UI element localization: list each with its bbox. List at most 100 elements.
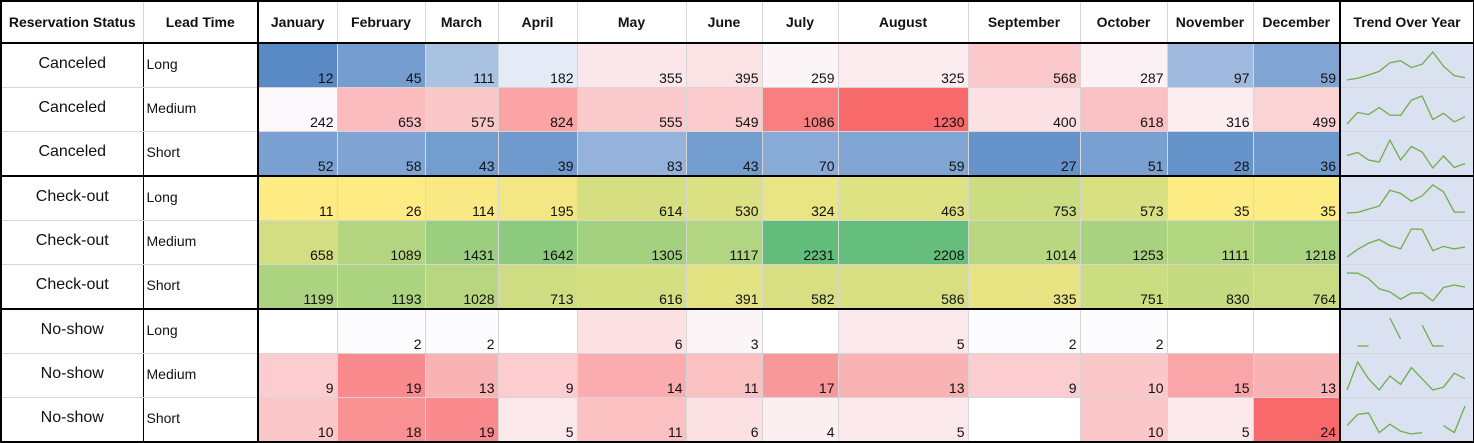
value-cell-november[interactable]: 97 xyxy=(1166,43,1253,88)
value-cell-february[interactable]: 18 xyxy=(336,397,425,443)
lead-time-cell[interactable]: Long xyxy=(142,309,259,354)
trend-sparkline-cell[interactable] xyxy=(1339,131,1474,177)
lead-time-cell[interactable]: Short xyxy=(142,131,259,177)
value-cell-august[interactable]: 13 xyxy=(837,353,968,398)
value-cell-august[interactable]: 2208 xyxy=(837,220,968,265)
value-cell-october[interactable]: 618 xyxy=(1079,87,1167,132)
reservation-status-cell[interactable]: Canceled xyxy=(0,87,144,132)
lead-time-cell[interactable]: Short xyxy=(142,264,259,310)
value-cell-may[interactable]: 14 xyxy=(576,353,686,398)
reservation-status-cell[interactable]: No-show xyxy=(0,353,144,398)
header-lead-time[interactable]: Lead Time xyxy=(142,0,258,44)
value-cell-april[interactable]: 5 xyxy=(497,397,577,443)
value-cell-may[interactable]: 1305 xyxy=(576,220,686,265)
value-cell-april[interactable]: 1642 xyxy=(497,220,577,265)
value-cell-november[interactable]: 830 xyxy=(1166,264,1253,310)
value-cell-february[interactable]: 2 xyxy=(336,309,425,354)
header-month-july[interactable]: July xyxy=(761,0,838,44)
value-cell-june[interactable]: 1117 xyxy=(685,220,762,265)
value-cell-april[interactable]: 195 xyxy=(497,176,577,221)
reservation-status-cell[interactable]: No-show xyxy=(0,309,144,354)
header-month-january[interactable]: January xyxy=(257,0,337,44)
reservation-status-cell[interactable]: Canceled xyxy=(0,131,144,177)
value-cell-july[interactable]: 259 xyxy=(761,43,838,88)
value-cell-january[interactable]: 52 xyxy=(257,131,337,177)
value-cell-march[interactable]: 19 xyxy=(424,397,498,443)
trend-sparkline-cell[interactable] xyxy=(1339,43,1474,88)
value-cell-may[interactable]: 11 xyxy=(576,397,686,443)
trend-sparkline-cell[interactable] xyxy=(1339,309,1474,354)
value-cell-september[interactable]: 9 xyxy=(967,353,1080,398)
value-cell-february[interactable]: 58 xyxy=(336,131,425,177)
value-cell-may[interactable]: 6 xyxy=(576,309,686,354)
value-cell-november[interactable]: 316 xyxy=(1166,87,1253,132)
value-cell-december[interactable] xyxy=(1252,309,1340,354)
value-cell-february[interactable]: 653 xyxy=(336,87,425,132)
reservation-status-cell[interactable]: Canceled xyxy=(0,43,144,88)
value-cell-december[interactable]: 35 xyxy=(1252,176,1340,221)
value-cell-august[interactable]: 325 xyxy=(837,43,968,88)
lead-time-cell[interactable]: Medium xyxy=(142,353,259,398)
value-cell-april[interactable] xyxy=(497,309,577,354)
value-cell-july[interactable]: 1086 xyxy=(761,87,838,132)
value-cell-june[interactable]: 11 xyxy=(685,353,762,398)
value-cell-march[interactable]: 1431 xyxy=(424,220,498,265)
value-cell-october[interactable]: 751 xyxy=(1079,264,1167,310)
lead-time-cell[interactable]: Long xyxy=(142,176,259,221)
value-cell-june[interactable]: 391 xyxy=(685,264,762,310)
header-month-august[interactable]: August xyxy=(837,0,968,44)
value-cell-august[interactable]: 5 xyxy=(837,397,968,443)
value-cell-september[interactable]: 753 xyxy=(967,176,1080,221)
value-cell-december[interactable]: 13 xyxy=(1252,353,1340,398)
trend-sparkline-cell[interactable] xyxy=(1339,264,1474,310)
value-cell-november[interactable]: 35 xyxy=(1166,176,1253,221)
header-month-april[interactable]: April xyxy=(497,0,577,44)
value-cell-march[interactable]: 2 xyxy=(424,309,498,354)
value-cell-april[interactable]: 9 xyxy=(497,353,577,398)
value-cell-august[interactable]: 1230 xyxy=(837,87,968,132)
value-cell-march[interactable]: 111 xyxy=(424,43,498,88)
value-cell-april[interactable]: 39 xyxy=(497,131,577,177)
value-cell-june[interactable]: 6 xyxy=(685,397,762,443)
value-cell-january[interactable]: 10 xyxy=(257,397,337,443)
value-cell-july[interactable] xyxy=(761,309,838,354)
header-month-november[interactable]: November xyxy=(1166,0,1253,44)
value-cell-september[interactable] xyxy=(967,397,1080,443)
value-cell-january[interactable]: 9 xyxy=(257,353,337,398)
value-cell-october[interactable]: 10 xyxy=(1079,397,1167,443)
value-cell-july[interactable]: 324 xyxy=(761,176,838,221)
value-cell-april[interactable]: 713 xyxy=(497,264,577,310)
value-cell-february[interactable]: 1089 xyxy=(336,220,425,265)
header-month-october[interactable]: October xyxy=(1079,0,1167,44)
value-cell-august[interactable]: 463 xyxy=(837,176,968,221)
reservation-status-cell[interactable]: Check-out xyxy=(0,220,144,265)
trend-sparkline-cell[interactable] xyxy=(1339,176,1474,221)
value-cell-february[interactable]: 1193 xyxy=(336,264,425,310)
reservation-status-cell[interactable]: Check-out xyxy=(0,264,144,310)
value-cell-april[interactable]: 182 xyxy=(497,43,577,88)
value-cell-november[interactable]: 1111 xyxy=(1166,220,1253,265)
value-cell-july[interactable]: 2231 xyxy=(761,220,838,265)
header-month-may[interactable]: May xyxy=(576,0,686,44)
value-cell-march[interactable]: 1028 xyxy=(424,264,498,310)
header-month-february[interactable]: February xyxy=(336,0,425,44)
value-cell-november[interactable]: 28 xyxy=(1166,131,1253,177)
header-month-june[interactable]: June xyxy=(685,0,762,44)
value-cell-may[interactable]: 616 xyxy=(576,264,686,310)
value-cell-march[interactable]: 114 xyxy=(424,176,498,221)
value-cell-august[interactable]: 586 xyxy=(837,264,968,310)
value-cell-december[interactable]: 1218 xyxy=(1252,220,1340,265)
value-cell-august[interactable]: 59 xyxy=(837,131,968,177)
value-cell-october[interactable]: 1253 xyxy=(1079,220,1167,265)
value-cell-september[interactable]: 400 xyxy=(967,87,1080,132)
value-cell-july[interactable]: 582 xyxy=(761,264,838,310)
value-cell-december[interactable]: 59 xyxy=(1252,43,1340,88)
value-cell-october[interactable]: 573 xyxy=(1079,176,1167,221)
value-cell-september[interactable]: 335 xyxy=(967,264,1080,310)
reservation-status-cell[interactable]: No-show xyxy=(0,397,144,443)
value-cell-may[interactable]: 614 xyxy=(576,176,686,221)
lead-time-cell[interactable]: Medium xyxy=(142,87,259,132)
value-cell-december[interactable]: 24 xyxy=(1252,397,1340,443)
value-cell-july[interactable]: 4 xyxy=(761,397,838,443)
value-cell-october[interactable]: 2 xyxy=(1079,309,1167,354)
